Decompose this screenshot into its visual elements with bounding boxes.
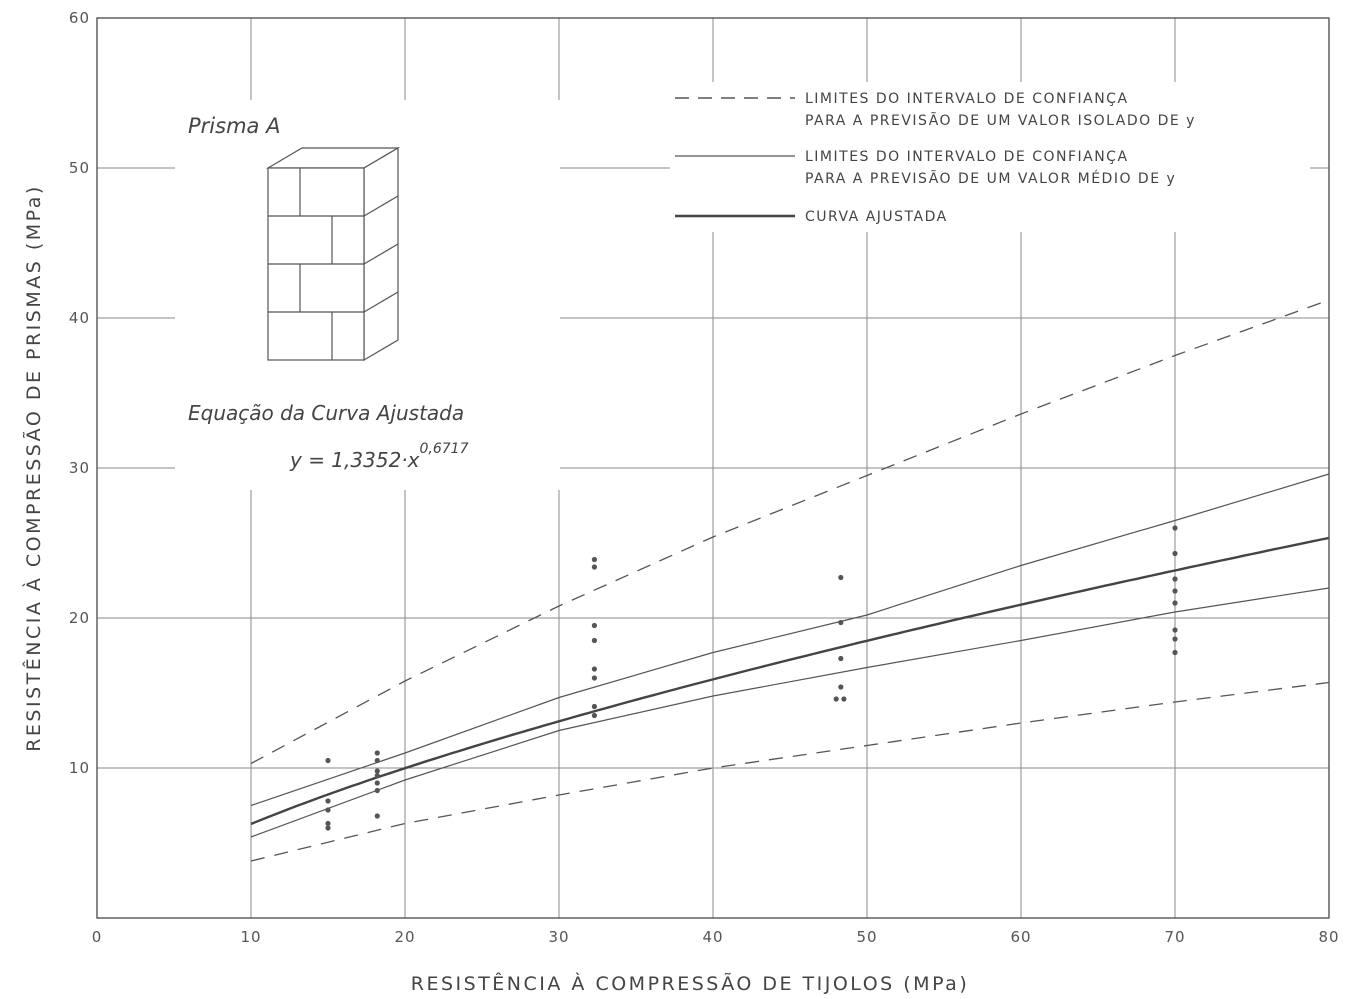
data-point bbox=[838, 655, 844, 662]
x-tick-label: 30 bbox=[548, 928, 569, 946]
legend-label-dashed-line1: LIMITES DO INTERVALO DE CONFIANÇA bbox=[805, 91, 1129, 107]
data-point bbox=[838, 619, 844, 626]
data-point bbox=[374, 787, 380, 794]
legend-label-thick: CURVA AJUSTADA bbox=[805, 209, 948, 225]
legend: LIMITES DO INTERVALO DE CONFIANÇA PARA A… bbox=[670, 82, 1310, 232]
data-point bbox=[591, 703, 598, 710]
x-tick-label: 50 bbox=[856, 928, 877, 946]
data-point bbox=[1172, 627, 1178, 633]
x-tick-label: 60 bbox=[1010, 928, 1031, 946]
equation: y = 1,3352·x0,6717 bbox=[289, 441, 469, 472]
data-point bbox=[1172, 588, 1178, 594]
x-tick-label: 80 bbox=[1318, 928, 1339, 946]
legend-label-dashed-line2: PARA A PREVISÃO DE UM VALOR ISOLADO DE y bbox=[805, 112, 1196, 129]
plot-frame bbox=[96, 17, 1330, 919]
ticks-layer: 0 10 20 30 40 50 60 70 80 10 20 30 40 50 60 bbox=[69, 9, 1339, 946]
legend-label-thin-line1: LIMITES DO INTERVALO DE CONFIANÇA bbox=[805, 149, 1129, 165]
data-point bbox=[374, 768, 380, 774]
prism-illustration: Prisma A Equação da Curva Ajustada y = 1… bbox=[175, 100, 560, 490]
y-tick-label: 50 bbox=[69, 159, 90, 177]
series-line-dashed bbox=[250, 299, 1330, 765]
data-point bbox=[591, 666, 598, 672]
series-line-thin bbox=[250, 473, 1330, 807]
legend-background bbox=[670, 82, 1310, 232]
brick-prism-drawing bbox=[265, 146, 401, 362]
legend-label-thin-line2: PARA A PREVISÃO DE UM VALOR MÉDIO DE y bbox=[805, 170, 1176, 187]
data-point bbox=[1172, 525, 1178, 531]
data-point bbox=[591, 675, 598, 681]
x-tick-label: 70 bbox=[1164, 928, 1185, 946]
data-point bbox=[374, 757, 380, 764]
data-point bbox=[591, 637, 598, 644]
data-point bbox=[374, 780, 380, 786]
data-point bbox=[1172, 600, 1178, 606]
x-axis-title: RESISTÊNCIA À COMPRESSÃO DE TIJOLOS (MPa… bbox=[411, 972, 969, 995]
x-tick-label: 0 bbox=[92, 928, 103, 946]
prism-title: Prisma A bbox=[188, 114, 280, 138]
data-point bbox=[325, 820, 331, 827]
data-point bbox=[591, 556, 598, 563]
data-point bbox=[833, 696, 839, 702]
data-point bbox=[1172, 576, 1178, 582]
points-layer bbox=[325, 525, 1178, 831]
data-point bbox=[325, 825, 331, 831]
y-tick-label: 60 bbox=[69, 9, 90, 27]
data-point bbox=[1172, 649, 1178, 656]
y-axis-title: RESISTÊNCIA À COMPRESSÃO DE PRISMAS (MPa… bbox=[22, 184, 45, 752]
data-point bbox=[325, 757, 331, 764]
data-point bbox=[591, 564, 598, 570]
y-tick-label: 20 bbox=[69, 609, 90, 627]
data-point bbox=[841, 696, 847, 702]
x-tick-label: 10 bbox=[240, 928, 261, 946]
data-point bbox=[374, 750, 380, 756]
x-tick-label: 40 bbox=[702, 928, 723, 946]
data-point bbox=[325, 807, 331, 813]
y-tick-label: 30 bbox=[69, 459, 90, 477]
y-tick-label: 10 bbox=[69, 759, 90, 777]
equation-base: y = 1,3352·x bbox=[289, 448, 420, 472]
data-point bbox=[838, 574, 844, 581]
series-layer bbox=[250, 299, 1330, 862]
series-line-dashed bbox=[250, 681, 1330, 862]
fitted-curve bbox=[250, 536, 1330, 826]
data-point bbox=[1172, 550, 1178, 557]
series-line-thin bbox=[250, 587, 1330, 838]
data-point bbox=[591, 622, 598, 629]
data-point bbox=[374, 772, 380, 779]
equation-exponent: 0,6717 bbox=[419, 441, 468, 457]
equation-title: Equação da Curva Ajustada bbox=[188, 401, 464, 425]
data-point bbox=[325, 798, 331, 804]
data-point bbox=[374, 813, 380, 819]
y-tick-label: 40 bbox=[69, 309, 90, 327]
data-point bbox=[838, 684, 844, 690]
x-tick-label: 20 bbox=[394, 928, 415, 946]
data-point bbox=[1172, 636, 1178, 642]
data-point bbox=[591, 712, 598, 719]
